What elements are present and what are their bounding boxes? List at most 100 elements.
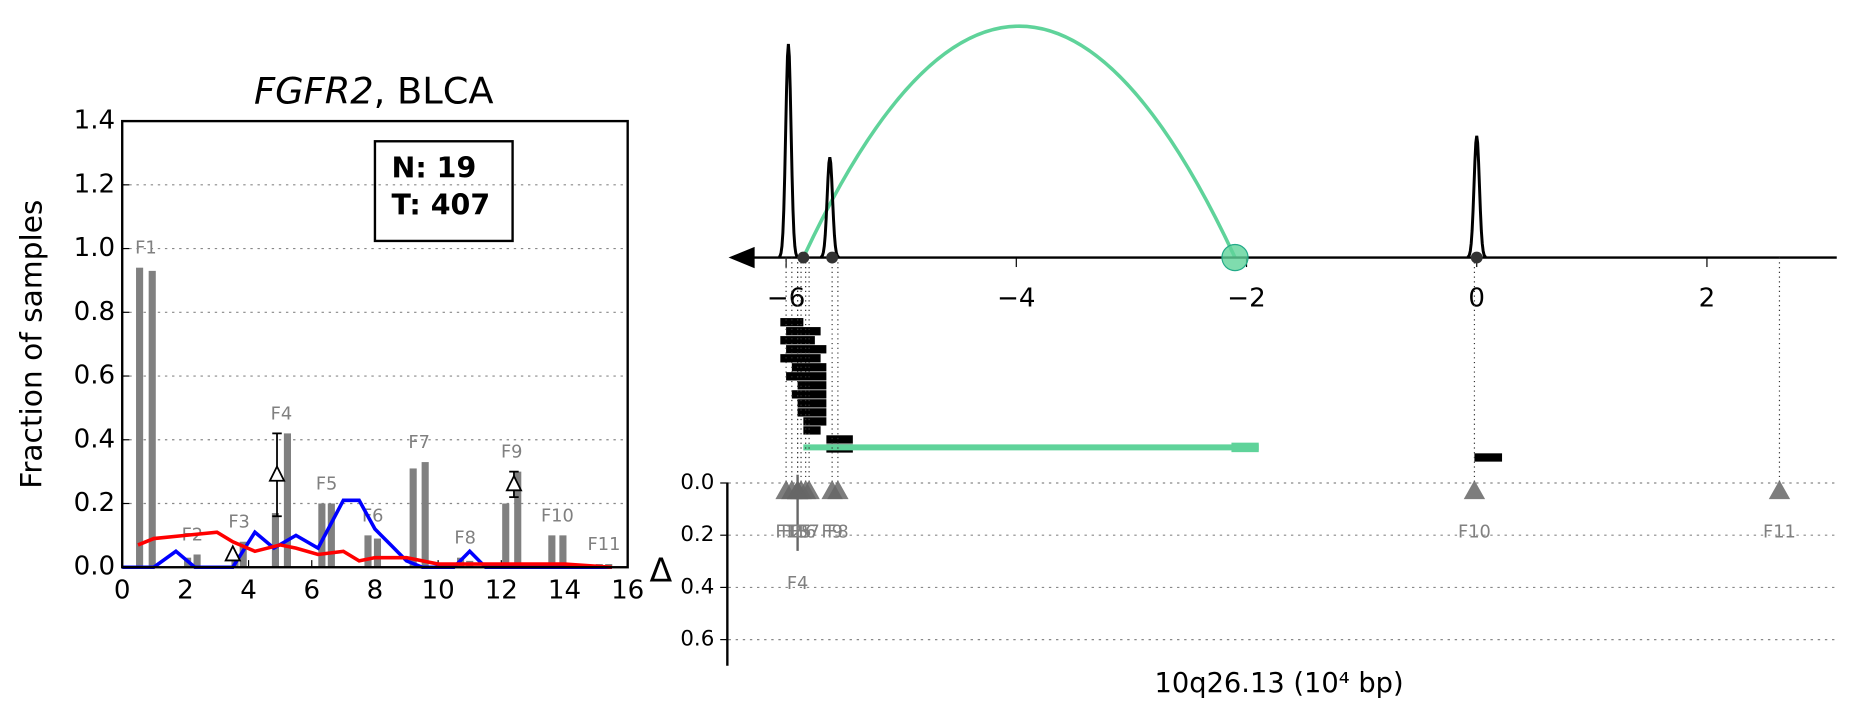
fusion-read-end — [1231, 442, 1259, 453]
marker — [505, 474, 523, 492]
x-tick-label: −6 — [767, 284, 805, 314]
x-tick-label: 16 — [611, 575, 644, 605]
x-tick-label: 12 — [485, 575, 518, 605]
annotation-t: T: 407 — [392, 189, 491, 222]
feature-label: F10 — [541, 505, 574, 526]
delta-axis-label: Δ — [650, 550, 673, 589]
feature-label: F10 — [1458, 521, 1491, 542]
y-tick-label: 1.0 — [74, 233, 116, 263]
feature-label: F3 — [787, 521, 809, 542]
delta-marker — [821, 480, 843, 500]
feature-label: F9 — [501, 442, 523, 463]
bar — [514, 471, 522, 568]
line — [137, 530, 613, 570]
read — [797, 408, 827, 417]
feature-label: F7 — [408, 432, 430, 453]
x-tick-label: 10 — [422, 575, 455, 605]
y-tick-label: 0.6 — [680, 627, 714, 652]
bar — [318, 503, 326, 568]
feature-label: F8 — [454, 528, 476, 549]
x-tick-label: 0 — [114, 575, 131, 605]
read — [803, 426, 821, 435]
fusion-arc — [801, 24, 1237, 259]
feature-label: F11 — [588, 534, 621, 555]
feature-label: F8 — [827, 521, 849, 542]
x-tick-label: 0 — [1468, 284, 1485, 314]
title-cohort: , BLCA — [374, 69, 494, 112]
x-tick-label: −2 — [1227, 284, 1265, 314]
bar — [136, 267, 144, 568]
feature-label: F11 — [1763, 521, 1796, 542]
feature-label: F1 — [135, 238, 157, 259]
bar — [559, 535, 567, 568]
y-tick-label: 0.2 — [74, 488, 116, 518]
delta-marker — [798, 480, 820, 500]
read — [1474, 453, 1503, 462]
feature-label: F7 — [798, 521, 820, 542]
delta-markers — [775, 474, 1791, 551]
y-tick-label: 0.0 — [74, 552, 116, 582]
annotation-box — [373, 140, 514, 243]
x-tick-label: 14 — [548, 575, 581, 605]
x-tick-label: 2 — [177, 575, 194, 605]
bar — [364, 535, 372, 568]
y-axis-label: Fraction of samples — [14, 200, 49, 489]
feature-label: F3 — [228, 512, 250, 533]
bar — [148, 270, 156, 568]
feature-label: F6 — [795, 521, 817, 542]
x-axis-label: 10q26.13 (10⁴ bp) — [1155, 668, 1404, 699]
bar — [271, 513, 279, 568]
read — [780, 318, 804, 327]
x-tick-label: −4 — [997, 284, 1035, 314]
marker — [268, 464, 286, 482]
bar — [502, 503, 510, 568]
bar — [373, 538, 382, 568]
read — [786, 327, 821, 336]
bar — [548, 535, 556, 568]
junction — [1470, 251, 1483, 264]
y-tick-label: 0.4 — [74, 424, 116, 454]
chart-title: FGFR2, BLCA — [254, 69, 494, 112]
y-tick-label: 0.6 — [74, 361, 116, 391]
feature-label: F4 — [787, 573, 809, 594]
y-tick-label: 1.4 — [74, 106, 116, 136]
delta-marker — [1463, 480, 1486, 500]
feature-label: F2 — [781, 521, 803, 542]
axis-arrow — [728, 246, 755, 269]
junction — [797, 251, 810, 264]
coverage-peak — [819, 156, 840, 259]
fusion-breakpoint — [1221, 243, 1249, 272]
read — [791, 390, 827, 399]
bar — [421, 462, 429, 568]
x-tick-label: 6 — [303, 575, 320, 605]
x-tick-label: 8 — [367, 575, 384, 605]
bar — [409, 468, 417, 568]
read — [786, 345, 827, 354]
y-tick-label: 1.2 — [74, 169, 116, 199]
y-tick-label: 0.4 — [680, 574, 714, 599]
coverage-peak — [778, 43, 799, 258]
read — [797, 399, 827, 408]
coverage-peak — [1466, 135, 1487, 259]
bar — [239, 541, 247, 568]
feature-label: F6 — [362, 505, 384, 526]
feature-label: F4 — [271, 403, 293, 424]
y-tick-label: 0.8 — [74, 297, 116, 327]
x-tick-label: 2 — [1699, 284, 1716, 314]
bar — [283, 433, 291, 568]
feature-label: F1 — [775, 521, 797, 542]
bar — [193, 554, 201, 568]
bar — [327, 503, 335, 568]
feature-label: F5 — [790, 521, 812, 542]
plot-frame — [121, 119, 629, 569]
y-tick-label: 0.0 — [680, 470, 714, 495]
y-tick-label: 0.2 — [680, 522, 714, 547]
annotation-n: N: 19 — [392, 152, 477, 185]
marker — [224, 544, 242, 562]
delta-marker — [1768, 480, 1791, 500]
read — [803, 417, 827, 426]
read — [797, 381, 827, 390]
feature-label: F5 — [316, 474, 338, 495]
title-gene: FGFR2 — [254, 69, 374, 112]
